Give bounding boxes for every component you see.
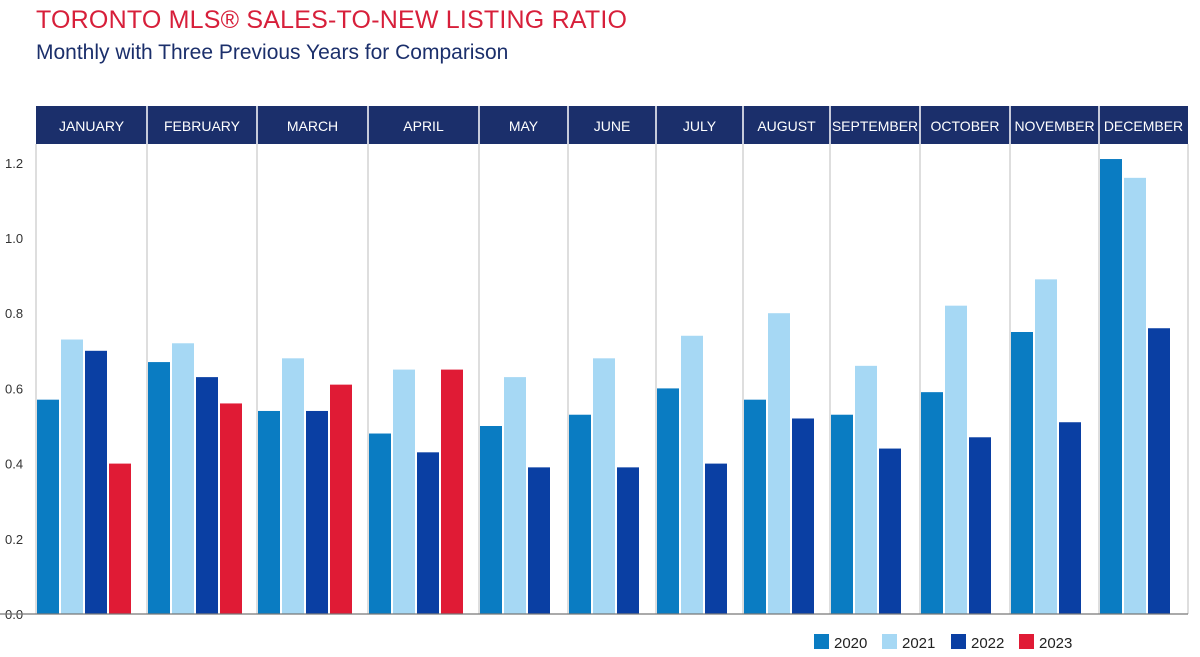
- chart-subtitle: Monthly with Three Previous Years for Co…: [36, 41, 509, 64]
- bar-march-2021: [282, 358, 304, 614]
- month-label-november: NOVEMBER: [1014, 118, 1094, 134]
- month-header-band: JANUARY FEBRUARY MARCH APRIL MAY JUNE JULY AUGU…: [36, 106, 1188, 144]
- bar-march-2020: [258, 410, 280, 614]
- y-tick-label: 0.8: [5, 306, 23, 321]
- y-tick-label: 0.4: [5, 457, 23, 472]
- bar-january-2022: [85, 350, 107, 614]
- bar-august-2021: [768, 313, 790, 614]
- bar-august-2020: [744, 399, 766, 614]
- bar-february-2022: [196, 377, 218, 614]
- bar-may-2020: [480, 426, 502, 614]
- month-label-october: OCTOBER: [931, 118, 1000, 134]
- bar-april-2023: [441, 369, 463, 614]
- header-band: [36, 106, 1188, 144]
- bar-july-2022: [705, 463, 727, 614]
- y-tick-label: 1.0: [5, 231, 23, 246]
- bar-april-2020: [369, 433, 391, 614]
- bar-september-2022: [879, 448, 901, 614]
- month-label-january: JANUARY: [59, 118, 125, 134]
- y-tick-label: 1.2: [5, 156, 23, 171]
- month-dividers: [35, 144, 1189, 614]
- bar-november-2020: [1011, 332, 1033, 614]
- bar-july-2021: [681, 335, 703, 614]
- bar-january-2023: [109, 463, 131, 614]
- chart-title: TORONTO MLS® SALES-TO-NEW LISTING RATIO: [36, 6, 628, 34]
- bar-june-2020: [569, 414, 591, 614]
- bar-october-2020: [921, 392, 943, 614]
- bar-october-2022: [969, 437, 991, 614]
- bar-january-2020: [37, 399, 59, 614]
- bar-january-2021: [61, 339, 83, 614]
- bar-march-2022: [306, 410, 328, 614]
- bar-december-2022: [1148, 328, 1170, 614]
- legend-label-2021: 2021: [902, 635, 935, 652]
- bar-november-2021: [1035, 279, 1057, 614]
- month-label-july: JULY: [683, 118, 717, 134]
- bar-december-2020: [1100, 159, 1122, 615]
- bar-december-2021: [1124, 177, 1146, 614]
- bar-september-2021: [855, 365, 877, 614]
- month-label-march: MARCH: [287, 118, 338, 134]
- bar-may-2022: [528, 467, 550, 614]
- legend: 2020 2021 2022 2023: [814, 634, 1072, 652]
- bar-april-2021: [393, 369, 415, 614]
- bar-september-2020: [831, 414, 853, 614]
- month-label-may: MAY: [509, 118, 539, 134]
- bar-august-2022: [792, 418, 814, 614]
- month-label-december: DECEMBER: [1104, 118, 1183, 134]
- y-tick-label: 0.6: [5, 381, 23, 396]
- month-label-february: FEBRUARY: [164, 118, 241, 134]
- bars: [37, 159, 1170, 615]
- bar-july-2020: [657, 388, 679, 614]
- bar-april-2022: [417, 452, 439, 614]
- legend-swatch-2021: [882, 634, 897, 649]
- legend-swatch-2023: [1019, 634, 1034, 649]
- bar-june-2021: [593, 358, 615, 614]
- month-label-september: SEPTEMBER: [832, 118, 918, 134]
- bar-february-2021: [172, 343, 194, 614]
- month-label-august: AUGUST: [757, 118, 816, 134]
- month-label-april: APRIL: [403, 118, 444, 134]
- bar-march-2023: [330, 384, 352, 614]
- legend-swatch-2022: [951, 634, 966, 649]
- legend-label-2022: 2022: [971, 635, 1004, 652]
- legend-label-2023: 2023: [1039, 635, 1072, 652]
- bar-june-2022: [617, 467, 639, 614]
- y-tick-label: 0.2: [5, 532, 23, 547]
- bar-february-2023: [220, 403, 242, 614]
- legend-label-2020: 2020: [834, 635, 867, 652]
- bar-october-2021: [945, 305, 967, 614]
- bar-november-2022: [1059, 422, 1081, 614]
- bar-may-2021: [504, 377, 526, 614]
- month-label-june: JUNE: [594, 118, 631, 134]
- y-axis: 0.00.20.40.60.81.01.2: [0, 156, 1188, 622]
- legend-swatch-2020: [814, 634, 829, 649]
- bar-february-2020: [148, 362, 170, 614]
